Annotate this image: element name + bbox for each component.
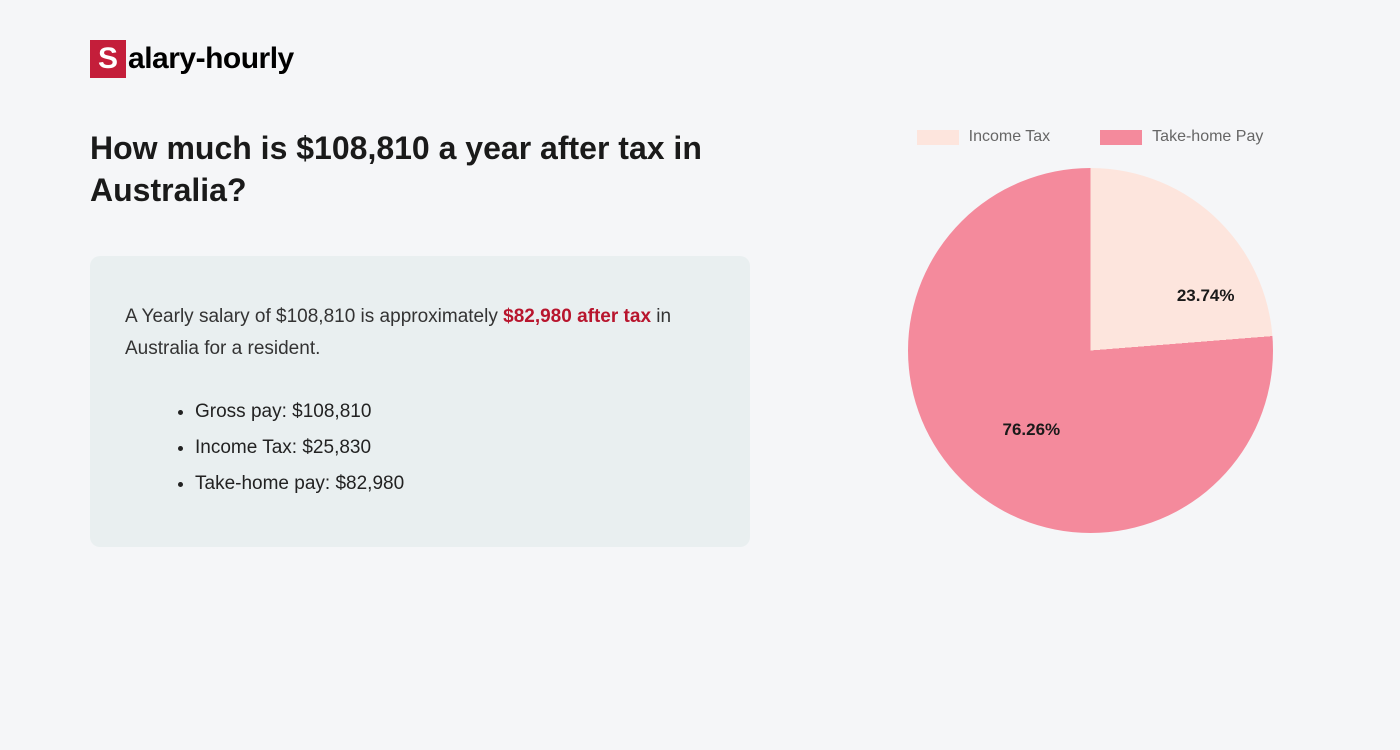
logo: S alary-hourly xyxy=(90,40,1310,78)
logo-text: alary-hourly xyxy=(128,42,294,76)
pie-chart xyxy=(908,168,1273,533)
bullet-list: Gross pay: $108,810 Income Tax: $25,830 … xyxy=(125,394,715,502)
page-title: How much is $108,810 a year after tax in… xyxy=(90,128,750,211)
left-section: How much is $108,810 a year after tax in… xyxy=(90,128,750,547)
pie-container: 23.74% 76.26% xyxy=(908,168,1273,533)
content-container: How much is $108,810 a year after tax in… xyxy=(90,128,1310,547)
bullet-gross-pay: Gross pay: $108,810 xyxy=(195,394,715,430)
chart-legend: Income Tax Take-home Pay xyxy=(917,128,1264,146)
bullet-takehome-pay: Take-home pay: $82,980 xyxy=(195,466,715,502)
legend-item-income-tax: Income Tax xyxy=(917,128,1051,146)
info-box: A Yearly salary of $108,810 is approxima… xyxy=(90,256,750,547)
pie-slice-label-takehome: 76.26% xyxy=(1003,420,1061,440)
legend-swatch-takehome xyxy=(1100,130,1142,145)
summary-highlight: $82,980 after tax xyxy=(503,306,651,327)
legend-swatch-income-tax xyxy=(917,130,959,145)
logo-s-mark: S xyxy=(90,40,126,78)
pie-slice-label-income-tax: 23.74% xyxy=(1177,286,1235,306)
chart-section: Income Tax Take-home Pay 23.74% 76.26% xyxy=(870,128,1310,533)
summary-prefix: A Yearly salary of $108,810 is approxima… xyxy=(125,306,503,327)
summary-text: A Yearly salary of $108,810 is approxima… xyxy=(125,301,715,366)
legend-label-takehome: Take-home Pay xyxy=(1152,128,1263,146)
legend-label-income-tax: Income Tax xyxy=(969,128,1051,146)
legend-item-takehome: Take-home Pay xyxy=(1100,128,1263,146)
bullet-income-tax: Income Tax: $25,830 xyxy=(195,430,715,466)
